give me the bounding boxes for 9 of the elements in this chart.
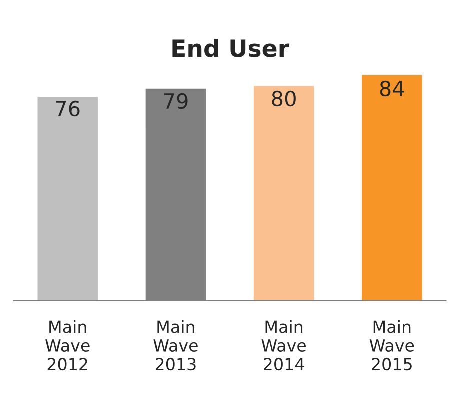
data-label: 76 [56, 100, 80, 117]
x-tick-label: Main Wave 2013 [154, 320, 198, 371]
x-tick-label: Main Wave 2012 [46, 320, 90, 371]
x-tick-label: Main Wave 2014 [262, 320, 306, 371]
chart-title: End User [172, 39, 290, 58]
data-label: 84 [380, 80, 404, 97]
data-label: 80 [272, 90, 296, 107]
data-label: 79 [164, 93, 188, 110]
x-tick-label: Main Wave 2015 [370, 320, 414, 371]
